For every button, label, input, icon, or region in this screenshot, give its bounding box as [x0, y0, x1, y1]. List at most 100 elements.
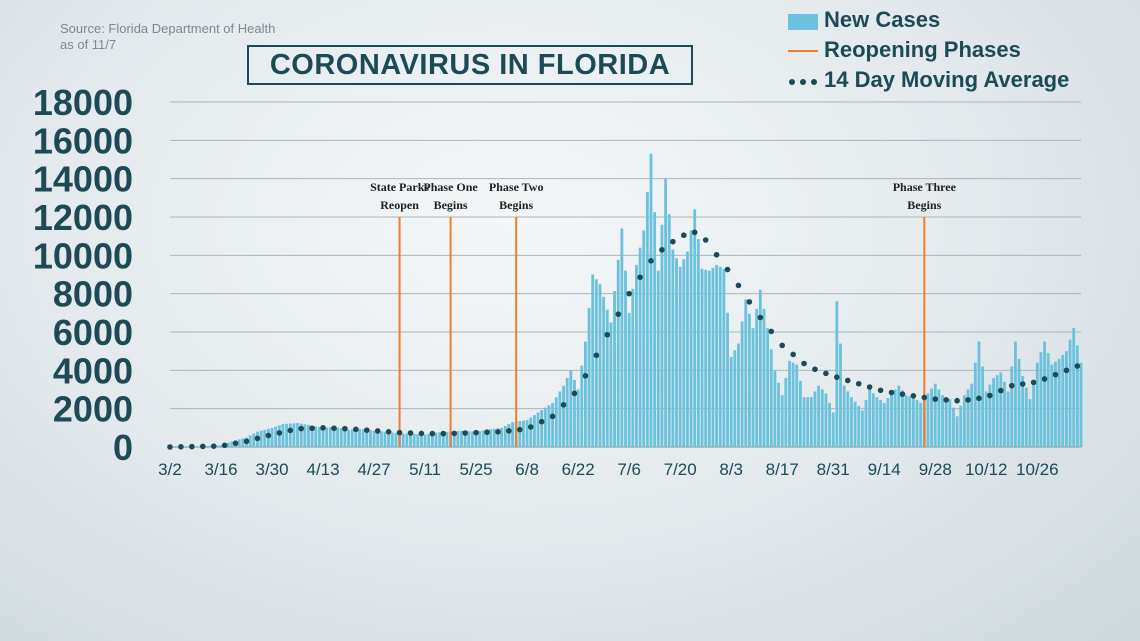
y-tick-label: 14000 [33, 159, 133, 200]
bar [948, 399, 952, 447]
bar [835, 301, 839, 447]
average-point [363, 427, 370, 433]
average-point [604, 331, 611, 338]
bar [321, 427, 325, 447]
bar [704, 269, 708, 447]
x-tick-label: 9/28 [919, 460, 952, 479]
bar [915, 400, 919, 447]
bar [420, 434, 423, 447]
average-point [998, 387, 1004, 394]
bar [296, 423, 299, 447]
phase-label: Begins [499, 198, 533, 212]
bar [1024, 387, 1028, 447]
average-point [1019, 381, 1026, 387]
average-point [265, 432, 272, 439]
bar [686, 251, 689, 447]
bar [784, 378, 788, 447]
bar [616, 259, 620, 447]
bar [598, 284, 602, 447]
bar [656, 270, 660, 447]
average-point [954, 397, 960, 404]
bar [594, 279, 598, 447]
average-point [1041, 376, 1048, 382]
bar [325, 427, 329, 447]
bar [317, 427, 321, 447]
bar [824, 393, 828, 447]
bar [813, 391, 817, 447]
bar [438, 432, 442, 447]
bar [726, 312, 729, 447]
bar [897, 385, 901, 447]
bar [430, 433, 434, 447]
bar [281, 424, 285, 447]
average-point [932, 396, 939, 402]
bar [853, 401, 857, 447]
bar [307, 424, 310, 447]
phase-label: Phase Two [489, 180, 544, 194]
chart-title-box: CORONAVIRUS IN FLORIDA [247, 45, 693, 85]
bar [952, 407, 955, 447]
bar [328, 427, 332, 447]
phase-label: Begins [434, 198, 468, 212]
bar [992, 378, 995, 447]
legend-label: Reopening Phases [824, 37, 1021, 62]
average-point [342, 425, 348, 432]
bar [259, 430, 263, 447]
phase-lines: State Parks Reopen Phase One Begins Phase Tw… [370, 180, 957, 447]
bar [984, 391, 988, 447]
bar [613, 291, 616, 447]
bar [944, 397, 948, 447]
bar [237, 439, 241, 447]
bar [401, 433, 405, 447]
bar [394, 433, 398, 447]
bar [230, 441, 234, 447]
bar [893, 389, 897, 447]
average-point [484, 429, 490, 436]
bar [1043, 341, 1046, 447]
bar [569, 370, 573, 447]
average-point [331, 425, 337, 432]
y-tick-label: 18000 [33, 82, 133, 123]
average-point [965, 397, 971, 403]
bar [718, 266, 722, 447]
average-point [254, 435, 261, 442]
average-point [374, 428, 381, 434]
bar [660, 224, 664, 447]
bar [678, 266, 682, 447]
bar [1032, 380, 1036, 447]
bar [496, 428, 500, 447]
y-tick-label: 0 [113, 427, 133, 468]
bar [798, 380, 802, 447]
y-tick-label: 10000 [33, 235, 133, 276]
bar [525, 420, 529, 447]
bar [1072, 328, 1076, 447]
average-point [768, 328, 775, 335]
bar [766, 328, 770, 447]
average-point [844, 377, 851, 384]
bar [1068, 339, 1072, 447]
bar [860, 410, 864, 447]
average-point [473, 429, 479, 436]
bar [576, 389, 580, 447]
bar [1039, 352, 1043, 447]
bar [882, 402, 886, 447]
x-tick-label: 8/3 [719, 460, 743, 479]
phase-label: Begins [907, 198, 941, 212]
bar [707, 270, 711, 447]
bar [529, 417, 533, 447]
x-tick-label: 5/11 [409, 460, 441, 479]
as-of-line: as of 11/7 [60, 37, 117, 52]
bar [981, 366, 985, 447]
average-point [1030, 379, 1037, 386]
x-tick-label: 7/20 [664, 460, 697, 479]
legend-label: 14 Day Moving Average [824, 67, 1070, 92]
average-point [670, 238, 676, 245]
average-point [385, 429, 392, 435]
y-axis: 0200040006000800010000120001400016000180… [33, 82, 133, 468]
average-point [396, 429, 403, 436]
bar [565, 378, 569, 447]
legend-swatch-bar [788, 14, 818, 30]
average-point [549, 413, 556, 420]
bar [1006, 391, 1010, 447]
